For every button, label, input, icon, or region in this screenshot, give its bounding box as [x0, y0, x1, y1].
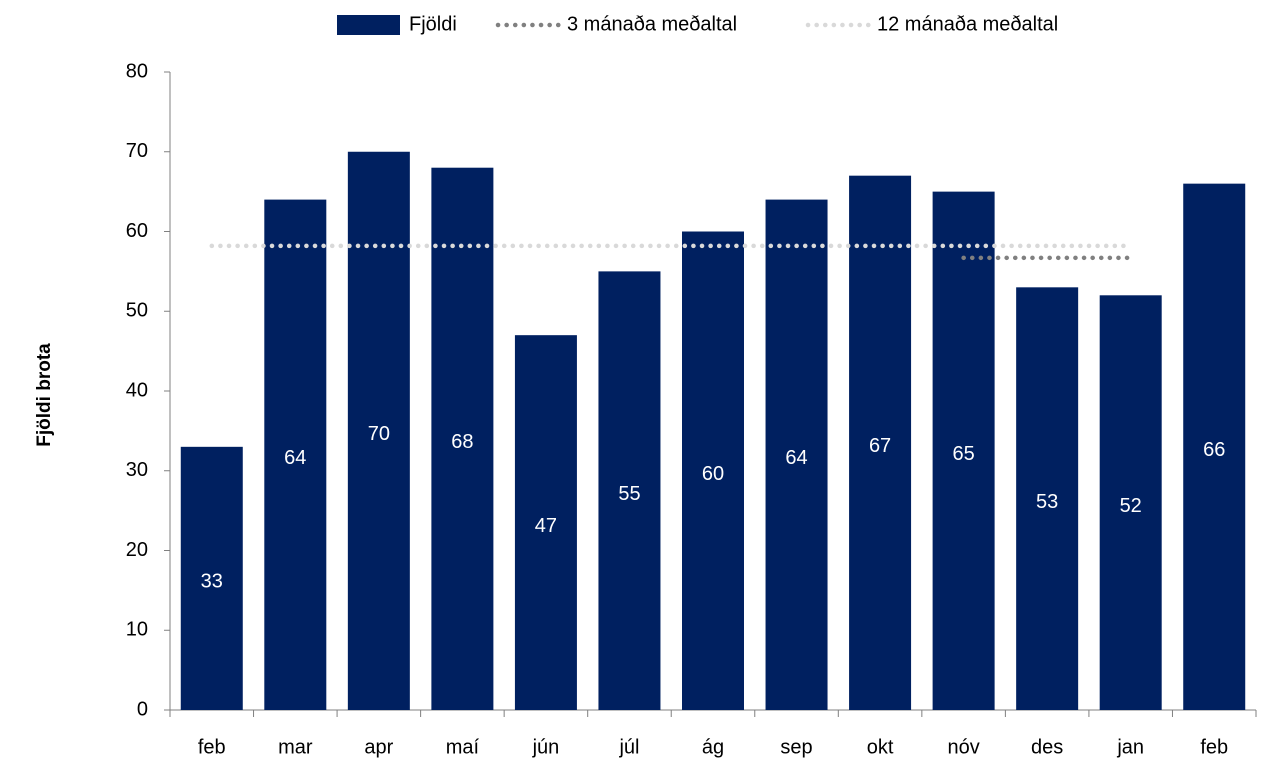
data-label: 64	[284, 447, 306, 469]
x-tick-label: apr	[364, 736, 393, 758]
bar	[180, 446, 243, 710]
y-axis-title: Fjöldi brota	[34, 343, 55, 447]
bar	[431, 167, 494, 710]
bar	[264, 199, 327, 710]
bar	[1016, 287, 1079, 710]
bar	[598, 271, 661, 710]
y-tick-label: 0	[137, 698, 148, 720]
x-tick-label: mar	[278, 736, 313, 758]
x-tick-label: nóv	[947, 736, 979, 758]
bar	[849, 175, 912, 711]
bar	[682, 231, 744, 710]
x-tick-label: des	[1031, 736, 1063, 758]
x-tick-label: júl	[618, 736, 639, 758]
bar	[1099, 295, 1162, 710]
data-label: 33	[201, 571, 223, 593]
x-tick-label: maí	[446, 736, 480, 758]
y-tick-label: 30	[126, 459, 148, 481]
y-tick-label: 50	[126, 300, 148, 322]
legend-label: 3 mánaða meðaltal	[567, 13, 737, 35]
x-tick-label: ág	[702, 736, 724, 758]
data-label: 68	[451, 431, 473, 453]
y-tick-label: 60	[126, 220, 148, 242]
data-label: 52	[1120, 495, 1142, 517]
legend-swatch	[337, 15, 400, 35]
bar	[765, 199, 828, 710]
data-label: 70	[368, 423, 390, 445]
x-tick-label: sep	[780, 736, 812, 758]
data-label: 60	[702, 463, 724, 485]
data-label: 67	[869, 435, 891, 457]
x-tick-label: okt	[867, 736, 894, 758]
data-label: 66	[1203, 439, 1225, 461]
x-tick-label: jan	[1116, 736, 1144, 758]
data-label: 64	[785, 447, 807, 469]
y-tick-label: 10	[126, 619, 148, 641]
y-tick-label: 20	[126, 539, 148, 561]
y-tick-label: 70	[126, 140, 148, 162]
x-tick-label: feb	[1200, 736, 1228, 758]
data-label: 53	[1036, 491, 1058, 513]
y-tick-label: 80	[126, 60, 148, 82]
x-tick-label: feb	[198, 736, 226, 758]
legend-label: 12 mánaða meðaltal	[877, 13, 1058, 35]
data-label: 65	[952, 443, 974, 465]
data-label: 47	[535, 515, 557, 537]
bar	[1183, 183, 1246, 710]
y-tick-label: 40	[126, 379, 148, 401]
x-tick-label: jún	[532, 736, 560, 758]
legend-label: Fjöldi	[409, 13, 457, 35]
bar	[514, 335, 577, 710]
bar	[932, 191, 995, 710]
data-label: 55	[618, 483, 640, 505]
